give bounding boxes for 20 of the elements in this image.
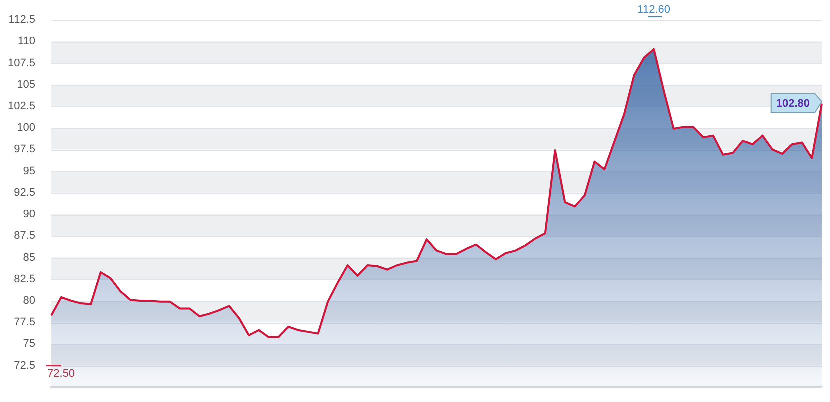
y-tick-label: 85 [23, 252, 36, 264]
y-tick-label: 82.5 [14, 273, 36, 286]
text: 112.60 [638, 4, 670, 16]
y-tick-label: 100 [17, 122, 36, 134]
y-tick-label: 107.5 [8, 57, 36, 70]
y-tick-label: 95 [23, 165, 36, 178]
y-tick-label: 77.5 [14, 316, 36, 329]
y-tick-label: 97.5 [14, 144, 36, 156]
annotation: 72.50 [48, 368, 76, 380]
y-tick-label: 80 [23, 294, 36, 307]
y-tick-label: 102.5 [8, 100, 36, 112]
y-tick-label: 75 [23, 338, 36, 350]
y-tick-label: 112.5 [8, 14, 36, 26]
y-tick-label: 90 [23, 208, 36, 221]
annotation: 102.80 [776, 98, 810, 110]
y-tick-label: 105 [17, 78, 36, 91]
y-tick-label: 87.5 [14, 230, 36, 242]
y-tick-label: 72.5 [14, 360, 36, 372]
y-tick-label: 92.5 [14, 186, 36, 199]
y-tick-label: 110 [18, 36, 36, 48]
